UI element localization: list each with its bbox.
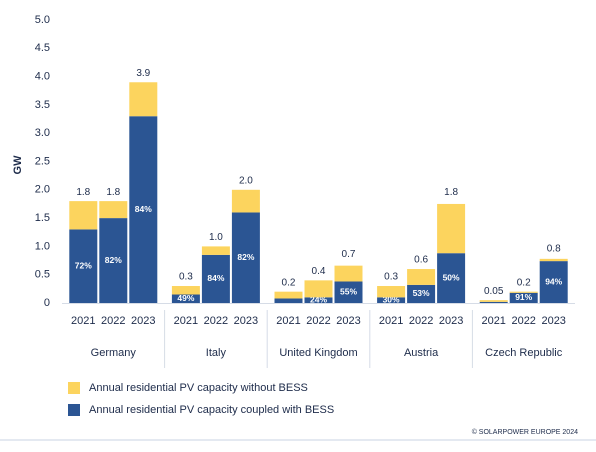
x-tick-label: 2021 <box>276 315 300 327</box>
total-label: 0.2 <box>517 277 531 288</box>
group-label: Czech Republic <box>485 347 563 359</box>
total-label: 0.8 <box>547 243 561 254</box>
share-label: 50% <box>443 272 460 282</box>
bar-segment <box>201 246 230 255</box>
y-tick-label: 0.5 <box>35 269 50 281</box>
x-tick-label: 2022 <box>204 315 228 327</box>
bar-segment <box>274 291 303 299</box>
total-label: 0.05 <box>484 286 504 297</box>
group-label: Italy <box>206 347 227 359</box>
y-tick-label: 2.0 <box>35 184 50 196</box>
x-tick-label: 2021 <box>174 315 198 327</box>
total-label: 0.3 <box>384 272 398 283</box>
bar-segment <box>274 298 303 303</box>
bar-segment <box>129 116 158 303</box>
x-tick-label: 2021 <box>379 315 403 327</box>
bar-segment <box>304 280 333 298</box>
share-label: 55% <box>340 286 357 296</box>
y-tick-label: 4.0 <box>35 71 50 83</box>
bar-segment <box>539 261 568 303</box>
bar-segment <box>69 229 98 303</box>
total-label: 2.0 <box>239 175 253 186</box>
bar-segment <box>479 300 508 302</box>
share-label: 72% <box>75 260 92 270</box>
y-tick-label: 5.0 <box>35 14 50 26</box>
total-label: 0.6 <box>414 255 428 266</box>
bar-segment <box>231 212 260 303</box>
bar-segment <box>231 189 260 213</box>
bar-segment <box>479 301 508 303</box>
x-tick-label: 2022 <box>409 315 433 327</box>
bar-segment <box>334 265 363 282</box>
share-label: 82% <box>105 255 122 265</box>
legend-label: Annual residential PV capacity without B… <box>89 382 308 394</box>
share-label: 49% <box>177 293 194 303</box>
total-label: 0.3 <box>179 272 193 283</box>
y-axis-label: GW <box>12 155 24 175</box>
total-label: 0.2 <box>282 277 296 288</box>
share-label: 84% <box>207 273 224 283</box>
share-label: 30% <box>383 294 400 304</box>
bar-segment <box>171 286 200 295</box>
bar-segment <box>99 201 128 219</box>
total-label: 0.4 <box>312 266 326 277</box>
x-tick-label: 2021 <box>71 315 95 327</box>
bar-segment <box>509 291 538 293</box>
bar-segment <box>437 203 466 254</box>
x-tick-label: 2023 <box>131 315 155 327</box>
share-label: 53% <box>413 288 430 298</box>
source: © SOLARPOWER EUROPE 2024 <box>472 428 578 436</box>
bar-segment <box>377 297 406 303</box>
bar-segment <box>69 201 98 230</box>
group-label: Germany <box>91 347 137 359</box>
share-label: 91% <box>515 292 532 302</box>
bar-segment <box>171 294 200 303</box>
x-tick-label: 2023 <box>234 315 258 327</box>
y-tick-label: 2.5 <box>35 155 50 167</box>
share-label: 94% <box>545 276 562 286</box>
bar-segment <box>129 82 158 117</box>
total-label: 1.8 <box>444 187 458 198</box>
legend-swatch <box>68 404 80 416</box>
total-label: 1.8 <box>106 187 120 198</box>
total-label: 1.0 <box>209 232 223 243</box>
total-label: 0.7 <box>342 249 356 260</box>
x-tick-label: 2023 <box>541 315 565 327</box>
total-label: 3.9 <box>136 68 150 79</box>
legend-label: Annual residential PV capacity coupled w… <box>89 404 334 416</box>
bar-segment <box>334 281 363 303</box>
bar-segment <box>407 284 436 303</box>
y-tick-label: 3.5 <box>35 99 50 111</box>
bar-segment <box>407 269 436 285</box>
x-tick-label: 2022 <box>511 315 535 327</box>
y-tick-label: 0 <box>44 297 50 309</box>
bar-segment <box>437 253 466 303</box>
x-tick-label: 2022 <box>306 315 330 327</box>
bar-segment <box>539 258 568 262</box>
y-tick-label: 1.5 <box>35 212 50 224</box>
bar-segment <box>201 254 230 303</box>
group-label: United Kingdom <box>279 347 357 359</box>
y-tick-label: 1.0 <box>35 240 50 252</box>
share-label: 82% <box>237 252 254 262</box>
x-tick-label: 2021 <box>481 315 505 327</box>
share-label: 84% <box>135 204 152 214</box>
total-label: 1.8 <box>76 187 90 198</box>
share-label: 24% <box>310 294 327 304</box>
bar-segment <box>509 292 538 303</box>
y-tick-label: 4.5 <box>35 42 50 54</box>
bar-segment <box>377 286 406 298</box>
bar-segment <box>304 297 333 303</box>
x-tick-label: 2023 <box>336 315 360 327</box>
bar-segment <box>99 218 128 303</box>
y-tick-label: 3.0 <box>35 127 50 139</box>
x-tick-label: 2023 <box>439 315 463 327</box>
group-label: Austria <box>404 347 439 359</box>
legend-swatch <box>68 382 80 394</box>
x-tick-label: 2022 <box>101 315 125 327</box>
